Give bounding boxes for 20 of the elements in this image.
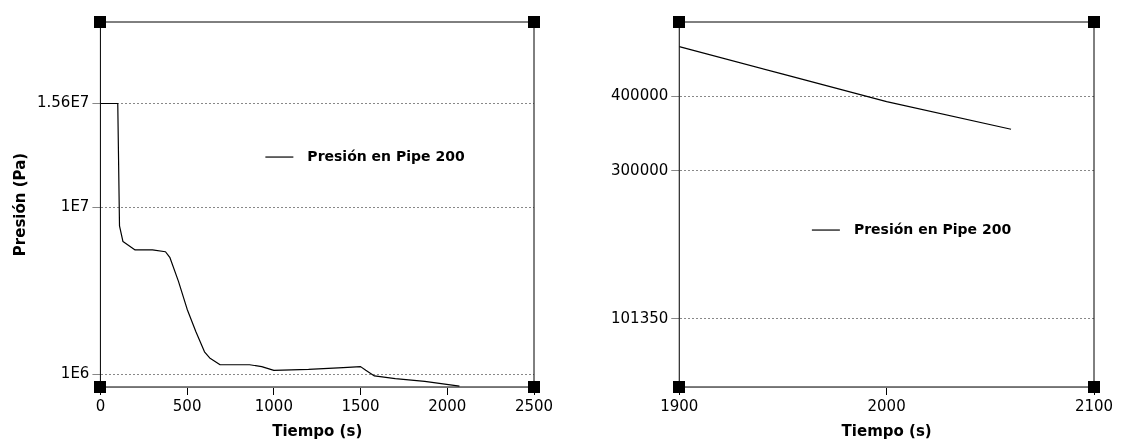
y-tick-label: 1.56E7 [37,93,90,112]
x-tick-label: 2500 [514,396,554,415]
y-axis-title: Presión (Pa) [10,152,29,257]
x-tick-label: 0 [95,396,106,415]
x-tick-label: 1900 [660,396,699,415]
x-tick-label: 2000 [428,396,467,415]
x-tick-label: 2000 [867,396,906,415]
y-tick-label: 101350 [611,308,669,327]
y-tick-label: 1E7 [60,197,90,216]
x-tick-label: 2100 [1074,396,1114,415]
x-tick-label: 1500 [341,396,380,415]
x-tick-label: 1000 [254,396,293,415]
x-axis-title: Tiempo (s) [841,421,932,440]
x-axis-title: Tiempo (s) [272,421,363,440]
y-tick-label: 1E6 [60,363,90,382]
legend-label: Presión en Pipe 200 [307,147,465,164]
y-tick-label: 400000 [611,86,669,105]
x-tick-label: 500 [172,396,202,415]
legend-label: Presión en Pipe 200 [853,220,1012,237]
y-tick-label: 300000 [611,160,669,179]
